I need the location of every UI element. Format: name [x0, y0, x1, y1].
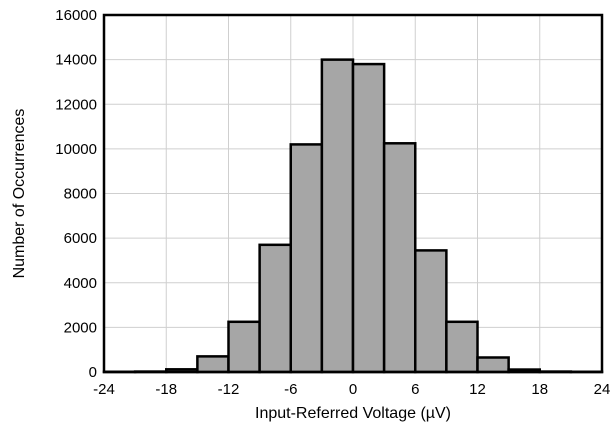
y-tick-label: 2000	[64, 319, 97, 336]
histogram-bar	[476, 356, 510, 374]
x-tick-label: 18	[531, 381, 548, 398]
histogram-bars	[102, 58, 604, 374]
x-tick-label: 0	[349, 381, 357, 398]
x-tick-label: 24	[594, 381, 611, 398]
y-tick-label: 8000	[64, 186, 97, 203]
histogram-bar	[227, 320, 261, 374]
histogram-bar	[414, 249, 448, 374]
y-axis-tick-labels: 0 2000 4000 6000 8000 10000 12000 14000 16000	[55, 7, 97, 381]
histogram-bar	[351, 62, 386, 374]
histogram-bar	[258, 243, 292, 374]
x-tick-label: -6	[284, 381, 297, 398]
x-tick-label: 6	[411, 381, 419, 398]
x-tick-label: 12	[469, 381, 486, 398]
histogram-bar	[382, 142, 417, 374]
x-axis-tick-labels: -24 -18 -12 -6 0 6 12 18 24	[93, 381, 610, 398]
x-axis-title: Input-Referred Voltage (µV)	[255, 405, 451, 422]
histogram-bar	[196, 355, 230, 374]
y-tick-label: 12000	[55, 96, 97, 113]
x-tick-label: -18	[155, 381, 177, 398]
y-tick-label: 16000	[55, 7, 97, 24]
y-axis-title: Number of Occurrences	[11, 109, 28, 279]
x-tick-label: -24	[93, 381, 115, 398]
y-tick-label: 14000	[55, 52, 97, 69]
y-tick-label: 10000	[55, 141, 97, 158]
y-tick-label: 6000	[64, 230, 97, 247]
y-tick-label: 0	[89, 364, 97, 381]
histogram-bar	[289, 143, 324, 374]
histogram-bar	[445, 320, 479, 374]
histogram-bar	[320, 58, 355, 374]
plot-frame	[102, 13, 604, 374]
y-tick-label: 4000	[64, 275, 97, 292]
x-tick-label: -12	[218, 381, 240, 398]
